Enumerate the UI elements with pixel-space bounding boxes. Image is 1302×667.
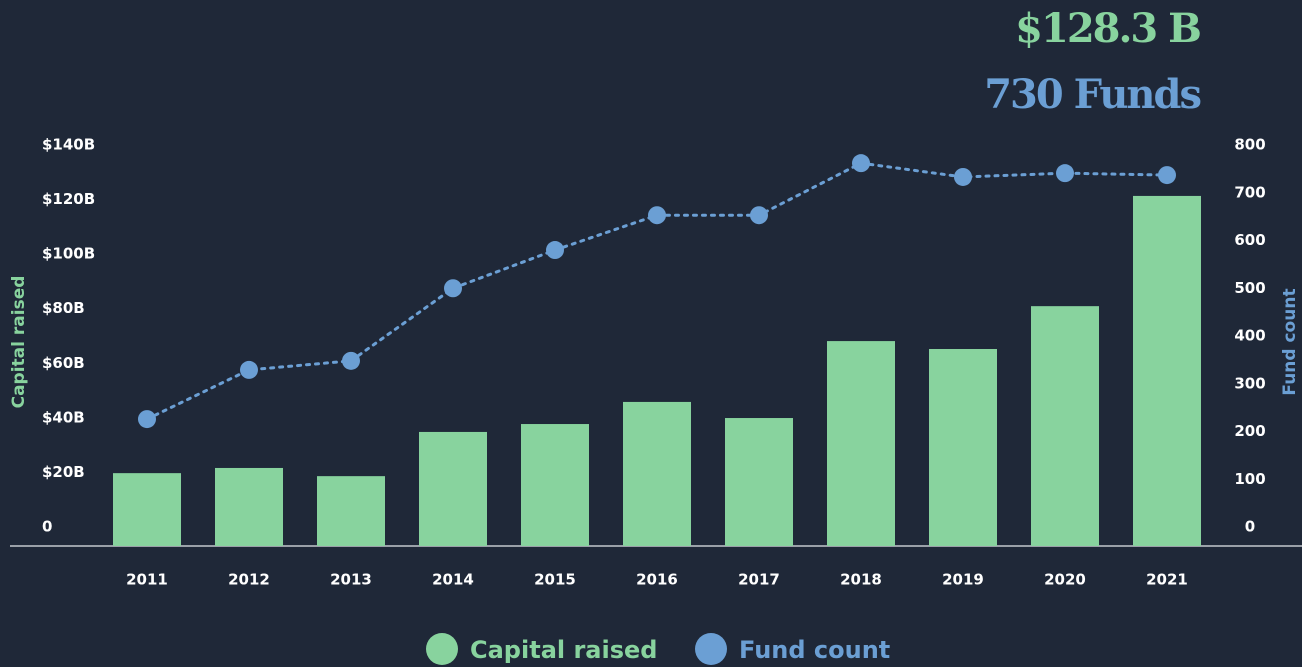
legend-label: Fund count	[739, 636, 890, 664]
y2-tick-label: 800	[1234, 136, 1265, 154]
x-tick-label: 2014	[432, 571, 474, 589]
y-tick-label: $60B	[42, 354, 85, 372]
y-axis-label: Capital raised	[9, 276, 29, 409]
y2-tick-label: 500	[1234, 279, 1265, 297]
point	[648, 206, 666, 225]
headline-funds: 730 Funds	[984, 71, 1200, 118]
point	[852, 154, 870, 173]
bar	[827, 341, 895, 546]
point	[954, 167, 972, 186]
y-tick-label: $20B	[42, 463, 85, 481]
x-tick-label: 2016	[636, 571, 678, 589]
y-tick-label: $40B	[42, 408, 85, 426]
point	[240, 360, 258, 379]
headline-capital: $128.3 B	[1015, 5, 1200, 52]
x-tick-label: 2018	[840, 571, 882, 589]
legend-swatch	[695, 633, 727, 665]
bar	[317, 476, 385, 546]
bar	[929, 348, 997, 546]
x-tick-label: 2021	[1146, 571, 1188, 589]
bar	[419, 431, 487, 546]
x-tick-label: 2020	[1044, 571, 1086, 589]
legend-label: Capital raised	[470, 636, 657, 664]
point	[1158, 166, 1176, 185]
point	[138, 410, 156, 429]
bar	[725, 418, 793, 546]
y-tick-label: $120B	[42, 190, 95, 208]
bar	[623, 401, 691, 546]
y2-tick-label: 600	[1234, 231, 1265, 249]
y2-tick-label: 300	[1234, 374, 1265, 392]
y-tick-label: $100B	[42, 245, 95, 263]
x-tick-label: 2011	[126, 571, 168, 589]
bar	[521, 424, 589, 546]
point	[750, 206, 768, 225]
x-tick-label: 2019	[942, 571, 984, 589]
y-tick-label: $140B	[42, 136, 95, 154]
bar	[215, 467, 283, 546]
y2-tick-label: 700	[1234, 183, 1265, 201]
y2-tick-label: 100	[1234, 470, 1265, 488]
y2-tick-label: 400	[1234, 327, 1265, 345]
point	[444, 279, 462, 298]
x-tick-label: 2012	[228, 571, 270, 589]
y2-tick-label: 200	[1234, 422, 1265, 440]
y2-tick-label: 0	[1245, 518, 1255, 536]
y2-axis-label: Fund count	[1280, 288, 1300, 395]
bar	[1133, 195, 1201, 546]
bar	[1031, 306, 1099, 546]
legend-swatch	[426, 633, 458, 665]
point	[342, 351, 360, 370]
bar	[113, 473, 181, 546]
y-tick-label: 0	[42, 518, 52, 536]
x-tick-label: 2013	[330, 571, 372, 589]
y-tick-label: $80B	[42, 299, 85, 317]
point	[1056, 164, 1074, 183]
point	[546, 241, 564, 260]
x-tick-label: 2017	[738, 571, 780, 589]
x-tick-label: 2015	[534, 571, 576, 589]
